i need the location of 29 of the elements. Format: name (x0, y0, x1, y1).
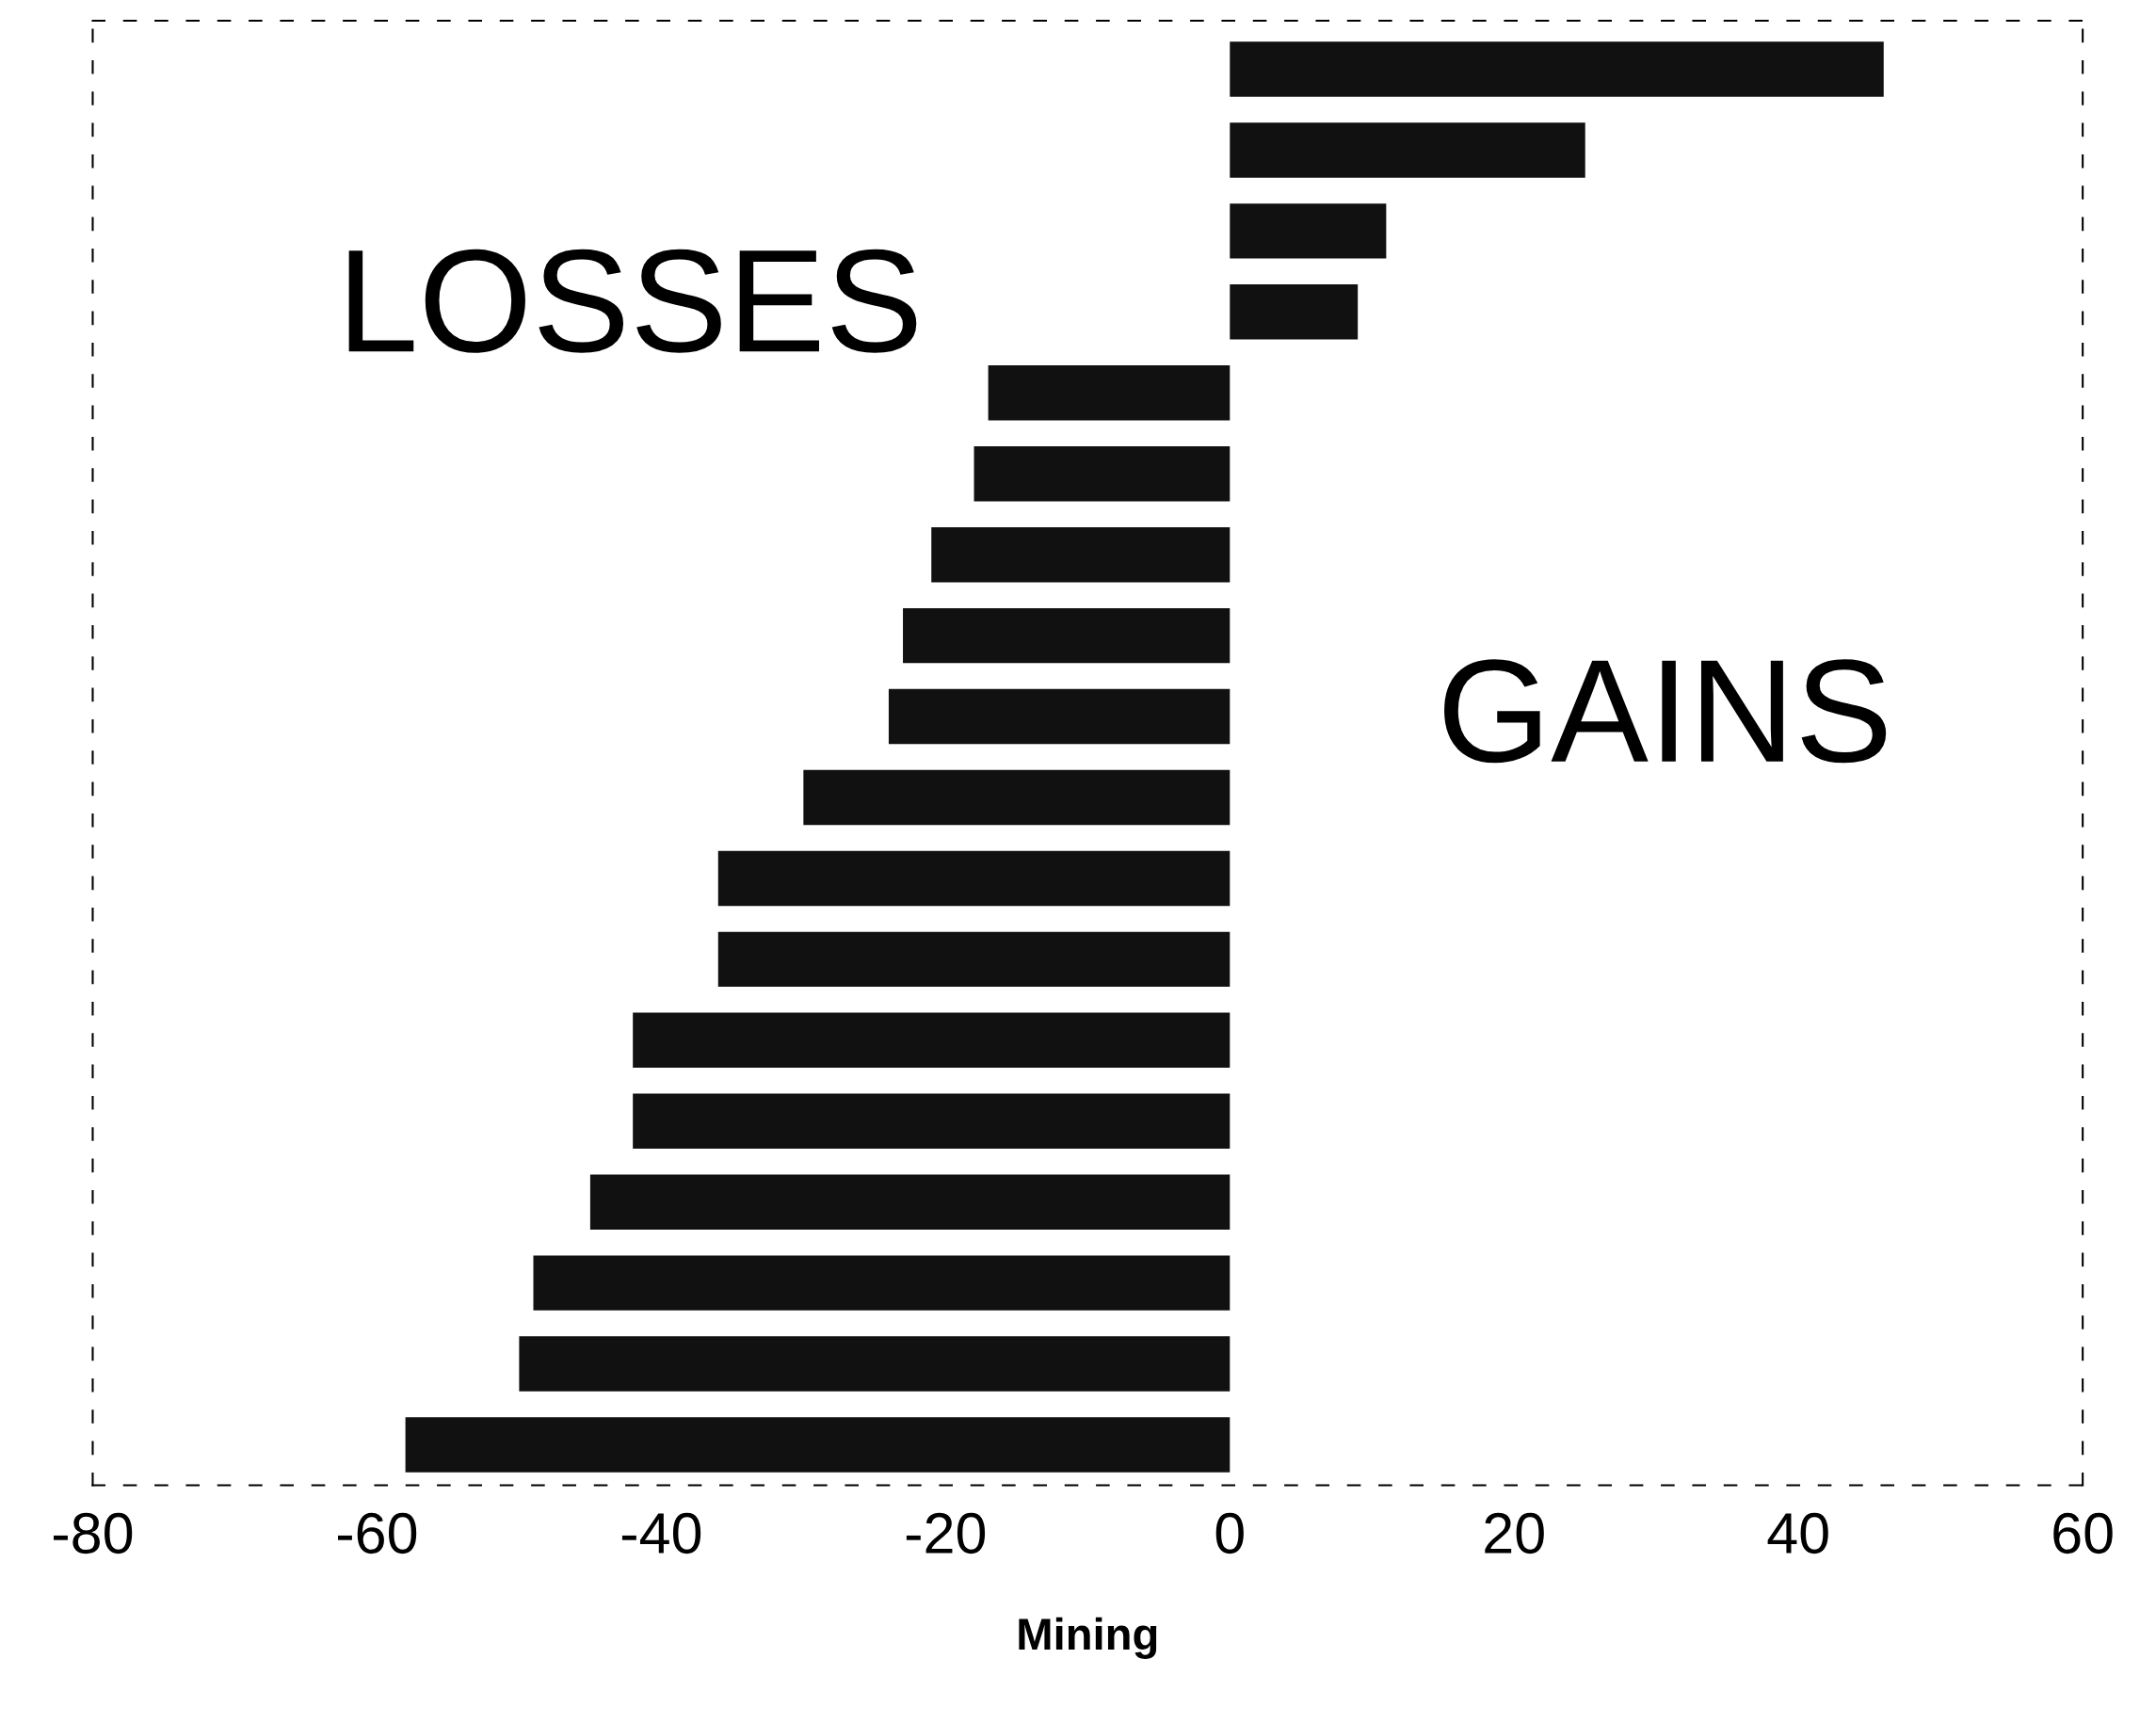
x-tick-label: -60 (337, 1512, 417, 1554)
bar (931, 526, 1231, 583)
bar (803, 769, 1231, 826)
annotation: GAINS (1444, 659, 1887, 764)
x-axis-title: Mining (1019, 1617, 1157, 1659)
bar (633, 1012, 1231, 1069)
bar (1230, 284, 1359, 340)
bar (717, 931, 1231, 988)
x-tick-label: -40 (621, 1512, 701, 1554)
bar (903, 607, 1231, 664)
x-tick-label: 0 (1215, 1512, 1244, 1554)
bar (1230, 122, 1585, 178)
x-tick-label: 40 (1767, 1512, 1828, 1554)
bar (988, 365, 1231, 421)
bar (533, 1255, 1231, 1311)
bar (589, 1174, 1231, 1230)
bar (405, 1417, 1231, 1473)
annotation: LOSSES (348, 249, 917, 353)
x-tick-label: 20 (1485, 1512, 1544, 1554)
x-tick-label: -20 (906, 1512, 986, 1554)
bar (888, 688, 1231, 745)
bar (1230, 41, 1884, 97)
bar (519, 1336, 1231, 1392)
bar (717, 850, 1231, 907)
x-tick-label: -80 (54, 1512, 133, 1554)
bar (973, 446, 1231, 502)
bar (1230, 203, 1387, 259)
x-tick-label: 60 (2053, 1512, 2113, 1554)
bar (633, 1093, 1231, 1149)
